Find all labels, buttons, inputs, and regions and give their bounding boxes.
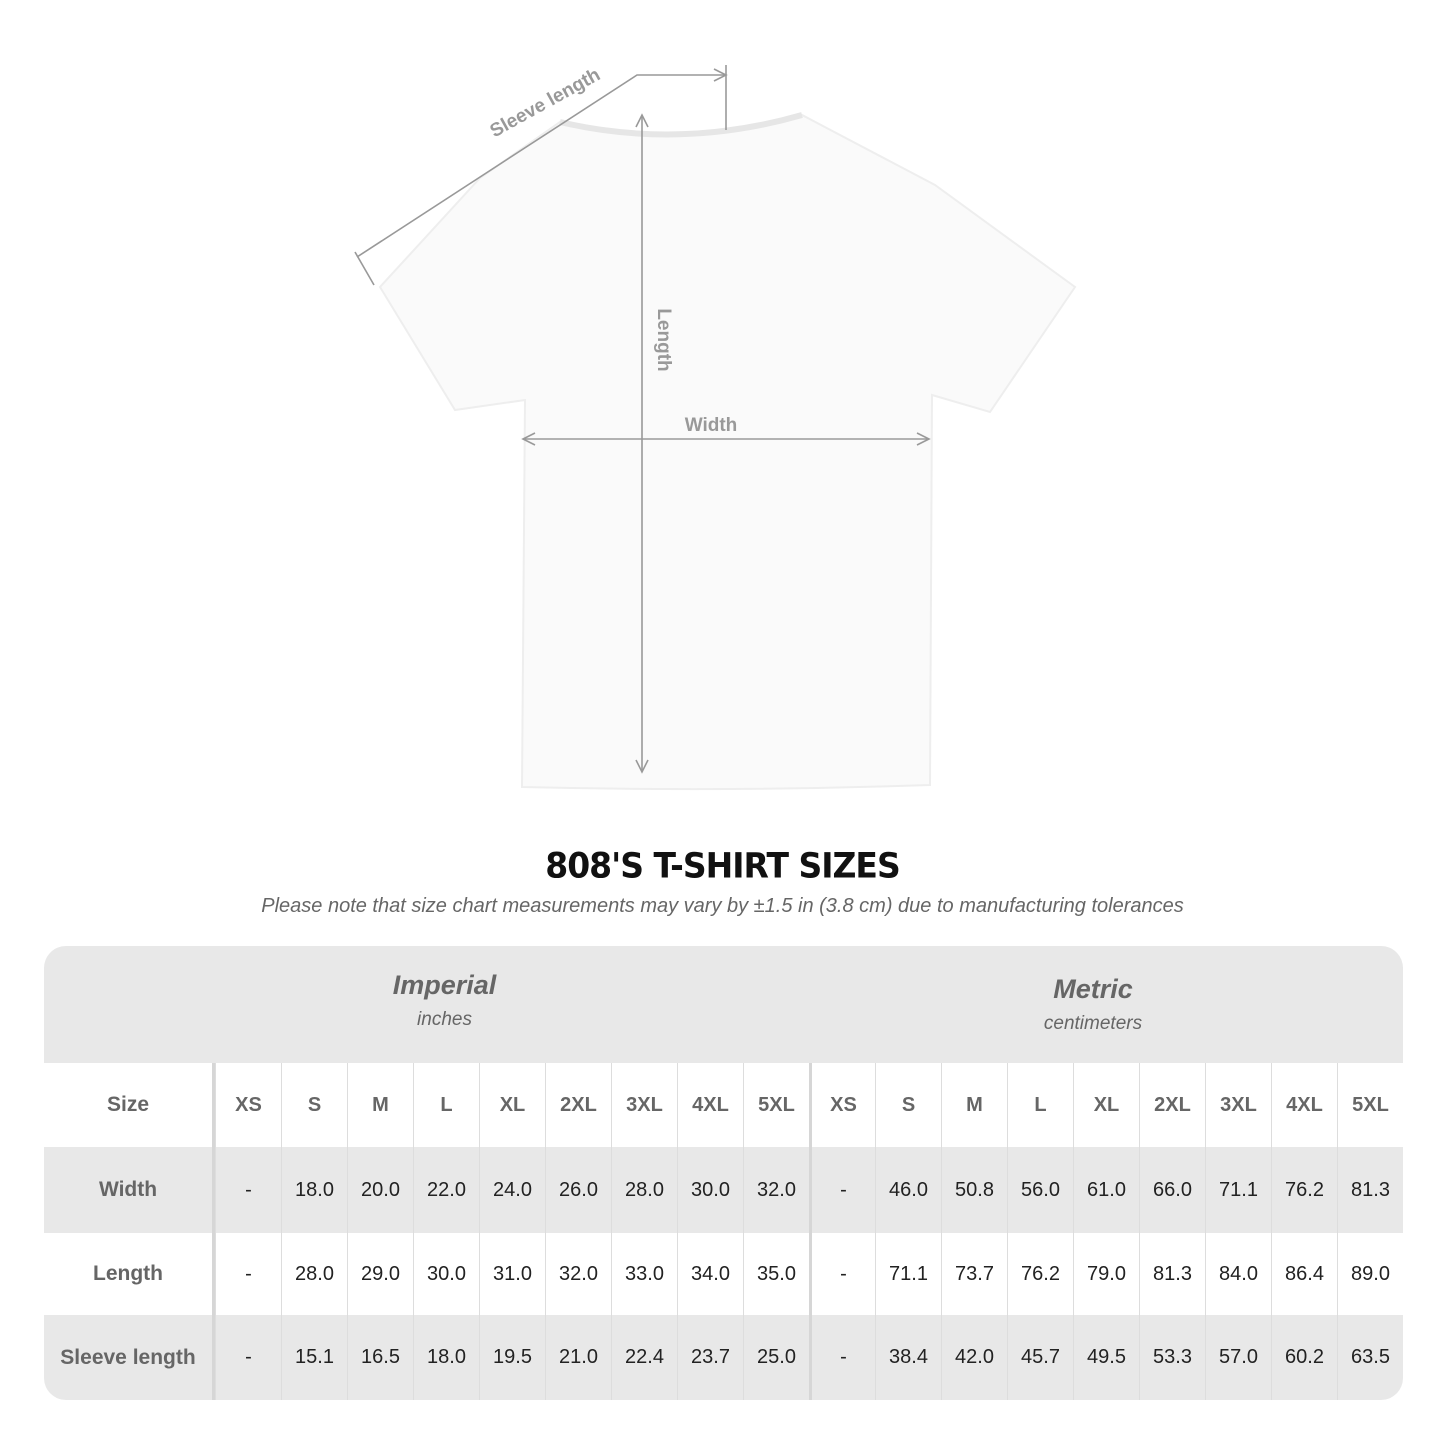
imperial-header: Imperial inches <box>215 970 674 1031</box>
size-column-header: 3XL <box>611 1063 677 1147</box>
sleeve-arrow <box>356 74 726 258</box>
subtitle: Please note that size chart measurements… <box>261 895 1184 917</box>
table-cell: 66.0 <box>1139 1147 1205 1233</box>
table-cell: 76.2 <box>1007 1233 1073 1315</box>
table-cell: 23.7 <box>677 1315 743 1400</box>
table-cell: 28.0 <box>611 1147 677 1233</box>
table-cell: 18.0 <box>281 1147 347 1233</box>
metric-title: Metric <box>1053 974 1133 1004</box>
size-table: Imperial inches Metric centimeters Size X… <box>44 946 1403 1400</box>
table-cell: 30.0 <box>677 1147 743 1233</box>
table-cell: 28.0 <box>281 1233 347 1315</box>
table-cell: 19.5 <box>479 1315 545 1400</box>
table-cell: 33.0 <box>611 1233 677 1315</box>
size-column-header: M <box>347 1063 413 1147</box>
table-cell: 71.1 <box>875 1233 941 1315</box>
imperial-unit: inches <box>417 1009 472 1030</box>
table-row: Length -28.0 29.0 30.0 31.0 32.0 33.0 34.0 35.0-… <box>44 1233 1403 1315</box>
table-cell: 32.0 <box>743 1147 809 1233</box>
size-column-header: 2XL <box>1139 1063 1205 1147</box>
row-label: Size <box>44 1063 215 1147</box>
table-header: Imperial inches Metric centimeters <box>44 946 1403 1063</box>
table-cell: 29.0 <box>347 1233 413 1315</box>
table-cell: 26.0 <box>545 1147 611 1233</box>
table-cell: - <box>809 1315 875 1400</box>
table-cell: 79.0 <box>1073 1233 1139 1315</box>
page-title: 808'S T-SHIRT SIZES <box>545 845 900 886</box>
table-cell: 86.4 <box>1271 1233 1337 1315</box>
size-column-header: S <box>281 1063 347 1147</box>
table-cell: 35.0 <box>743 1233 809 1315</box>
table-cell: - <box>809 1147 875 1233</box>
table-cell: 61.0 <box>1073 1147 1139 1233</box>
table-cell: 21.0 <box>545 1315 611 1400</box>
size-column-header: 5XL <box>743 1063 809 1147</box>
table-cell: 30.0 <box>413 1233 479 1315</box>
table-cell: 81.3 <box>1139 1233 1205 1315</box>
table-cell: 15.1 <box>281 1315 347 1400</box>
size-column-header: 3XL <box>1205 1063 1271 1147</box>
table-cell: - <box>809 1233 875 1315</box>
size-column-header: L <box>1007 1063 1073 1147</box>
table-cell: 84.0 <box>1205 1233 1271 1315</box>
size-column-header: 4XL <box>1271 1063 1337 1147</box>
table-cell: 18.0 <box>413 1315 479 1400</box>
table-cell: - <box>215 1233 281 1315</box>
table-cell: 42.0 <box>941 1315 1007 1400</box>
size-column-header: 2XL <box>545 1063 611 1147</box>
table-cell: 71.1 <box>1205 1147 1271 1233</box>
tshirt-shape <box>378 113 1077 791</box>
length-label: Length <box>653 308 674 371</box>
table-cell: 45.7 <box>1007 1315 1073 1400</box>
table-cell: 46.0 <box>875 1147 941 1233</box>
size-column-header: 4XL <box>677 1063 743 1147</box>
table-cell: 89.0 <box>1337 1233 1403 1315</box>
metric-header: Metric centimeters <box>810 974 1376 1035</box>
size-column-header: L <box>413 1063 479 1147</box>
size-header-row: Size XS S M L XL 2XL 3XL 4XL 5XL XS S M L XL 2XL 3XL 4XL 5… <box>44 1063 1403 1147</box>
table-cell: 73.7 <box>941 1233 1007 1315</box>
table-cell: 16.5 <box>347 1315 413 1400</box>
table-cell: 20.0 <box>347 1147 413 1233</box>
row-label: Width <box>44 1147 215 1233</box>
table-cell: 49.5 <box>1073 1315 1139 1400</box>
table-cell: 57.0 <box>1205 1315 1271 1400</box>
table-cell: 25.0 <box>743 1315 809 1400</box>
table-cell: 56.0 <box>1007 1147 1073 1233</box>
size-column-header: 5XL <box>1337 1063 1403 1147</box>
table-cell: 31.0 <box>479 1233 545 1315</box>
size-column-header: XL <box>1073 1063 1139 1147</box>
table-cell: 53.3 <box>1139 1315 1205 1400</box>
table-cell: 38.4 <box>875 1315 941 1400</box>
size-column-header: M <box>941 1063 1007 1147</box>
imperial-title: Imperial <box>392 970 497 1000</box>
row-label: Sleeve length <box>44 1315 215 1400</box>
table-cell: - <box>215 1147 281 1233</box>
table-row: Sleeve length -15.1 16.5 18.0 19.5 21.0 22.4 23… <box>44 1315 1403 1400</box>
metric-unit: centimeters <box>1043 1013 1143 1034</box>
table-cell: 32.0 <box>545 1233 611 1315</box>
table-cell: 22.0 <box>413 1147 479 1233</box>
size-column-header: S <box>875 1063 941 1147</box>
table-cell: 50.8 <box>941 1147 1007 1233</box>
table-cell: 22.4 <box>611 1315 677 1400</box>
table-cell: 34.0 <box>677 1233 743 1315</box>
table-cell: 76.2 <box>1271 1147 1337 1233</box>
table-cell: 24.0 <box>479 1147 545 1233</box>
size-column-header: XS <box>809 1063 875 1147</box>
table-cell: - <box>215 1315 281 1400</box>
table-cell: 63.5 <box>1337 1315 1403 1400</box>
tshirt-diagram: Sleeve length Length Width <box>354 64 1077 791</box>
table-row: Width -18.0 20.0 22.0 24.0 26.0 28.0 30.0 32.0-4… <box>44 1147 1403 1233</box>
width-label: Width <box>685 415 738 436</box>
row-label: Length <box>44 1233 215 1315</box>
table-cell: 60.2 <box>1271 1315 1337 1400</box>
table-cell: 81.3 <box>1337 1147 1403 1233</box>
size-column-header: XS <box>215 1063 281 1147</box>
size-column-header: XL <box>479 1063 545 1147</box>
